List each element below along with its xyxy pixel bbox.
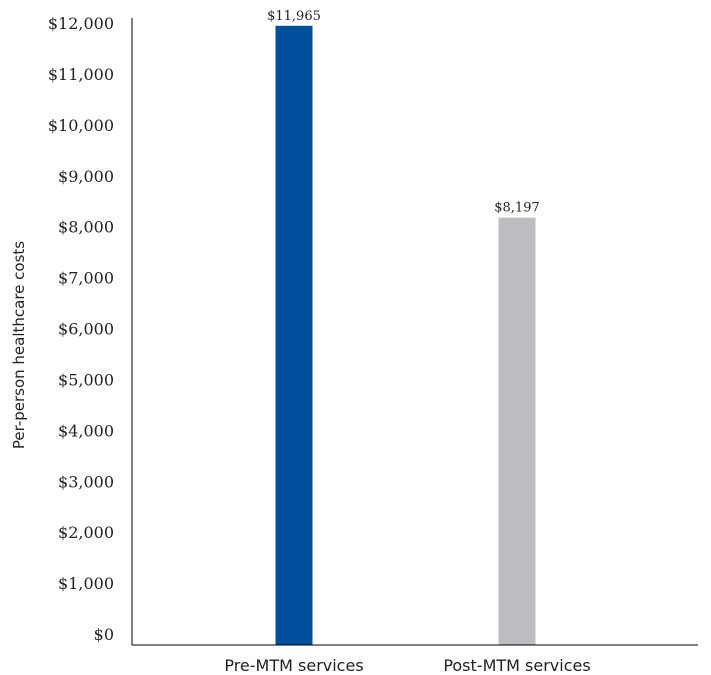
y-tick-label: $2,000 <box>58 523 114 542</box>
y-tick-label: $0 <box>94 625 114 644</box>
y-tick-label: $3,000 <box>58 472 114 491</box>
data-labels: $11,965 $8,197 <box>267 9 540 216</box>
y-tick-label: $11,000 <box>48 65 114 84</box>
y-tick-label: $1,000 <box>58 574 114 593</box>
y-tick-label: $4,000 <box>58 421 114 440</box>
y-axis-ticks: $0 $1,000 $2,000 $3,000 $4,000 $5,000 $6,000 $7… <box>48 14 114 644</box>
bar-pre-mtm <box>275 25 313 645</box>
x-axis-labels: Pre-MTM services Post-MTM services <box>224 656 590 675</box>
bars <box>275 25 536 645</box>
y-tick-label: $10,000 <box>48 116 114 135</box>
data-label: $11,965 <box>267 9 321 24</box>
y-axis-title: Per-person healthcare costs <box>10 241 28 449</box>
bar-post-mtm <box>498 217 536 645</box>
y-tick-label: $7,000 <box>58 269 114 288</box>
x-category-label: Pre-MTM services <box>224 656 363 675</box>
data-label: $8,197 <box>494 201 540 216</box>
y-tick-label: $5,000 <box>58 370 114 389</box>
y-tick-label: $8,000 <box>58 218 114 237</box>
x-category-label: Post-MTM services <box>443 656 590 675</box>
y-tick-label: $9,000 <box>58 167 114 186</box>
y-tick-label: $6,000 <box>58 320 114 339</box>
y-tick-label: $12,000 <box>48 14 114 33</box>
